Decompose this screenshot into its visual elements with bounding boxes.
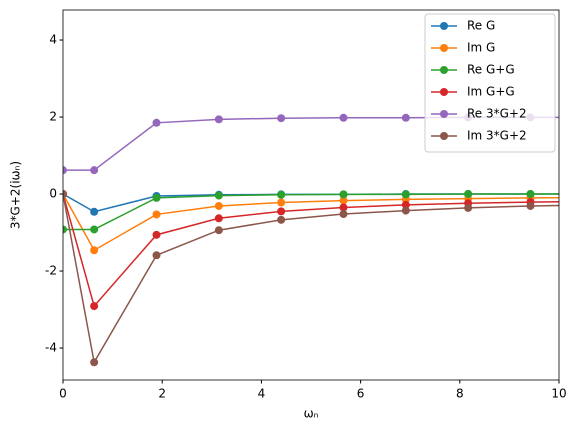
data-point	[90, 358, 99, 367]
data-point	[152, 193, 161, 202]
y-tick-label: -2	[45, 264, 57, 278]
x-axis-label: ωₙ	[304, 407, 319, 421]
series-line	[63, 193, 559, 308]
data-point	[152, 251, 161, 260]
legend-marker	[440, 66, 448, 74]
data-point	[277, 190, 286, 199]
data-point	[277, 207, 286, 216]
data-point	[152, 118, 161, 127]
data-point	[90, 225, 99, 234]
data-point	[214, 214, 223, 223]
legend-marker	[440, 88, 448, 96]
data-point	[63, 190, 67, 199]
x-tick-label: 4	[258, 387, 266, 401]
data-point	[339, 203, 348, 212]
legend-label: Re G	[467, 19, 495, 33]
y-tick-label: -4	[45, 341, 57, 355]
data-point	[214, 226, 223, 235]
legend-marker	[440, 44, 448, 52]
y-tick-label: 0	[49, 187, 57, 201]
data-point	[401, 113, 410, 122]
data-point	[339, 210, 348, 219]
x-tick-label: 8	[456, 387, 464, 401]
data-point	[526, 201, 535, 210]
data-point	[214, 201, 223, 210]
data-point	[277, 198, 286, 207]
y-axis-label: 3*G+2(iωₙ)	[9, 161, 23, 229]
legend-label: Re G+G	[467, 63, 515, 77]
data-point	[401, 190, 410, 199]
data-point	[214, 115, 223, 124]
series-line	[63, 193, 559, 231]
data-point	[339, 190, 348, 199]
x-tick-label: 2	[158, 387, 166, 401]
legend-label: Im G	[467, 41, 495, 55]
legend-marker	[440, 22, 448, 30]
legend-label: Re 3*G+2	[467, 107, 527, 121]
data-point	[464, 190, 473, 199]
data-point	[214, 191, 223, 200]
legend-box	[424, 13, 556, 153]
axes-frame	[62, 9, 560, 381]
x-tick-label: 10	[551, 387, 566, 401]
data-point	[339, 113, 348, 122]
y-tick-label: 4	[49, 33, 57, 47]
data-point	[90, 207, 99, 216]
x-tick-label: 6	[357, 387, 365, 401]
data-point	[63, 225, 67, 234]
data-point	[526, 190, 535, 199]
data-point	[339, 196, 348, 205]
data-point	[277, 114, 286, 123]
legend-marker	[440, 132, 448, 140]
x-tick-label: 0	[59, 387, 67, 401]
data-point	[401, 206, 410, 215]
legend-label: Im G+G	[467, 85, 515, 99]
legend-label: Im 3*G+2	[467, 129, 527, 143]
y-tick-label: 2	[49, 110, 57, 124]
series-line	[63, 193, 559, 365]
data-point	[277, 215, 286, 224]
data-point	[90, 246, 99, 255]
data-point	[90, 166, 99, 175]
data-point	[152, 210, 161, 219]
data-point	[152, 230, 161, 239]
data-point	[90, 302, 99, 311]
legend-marker	[440, 110, 448, 118]
data-point	[464, 203, 473, 212]
series-line	[63, 193, 559, 252]
data-point	[63, 166, 67, 175]
data-point	[401, 200, 410, 209]
